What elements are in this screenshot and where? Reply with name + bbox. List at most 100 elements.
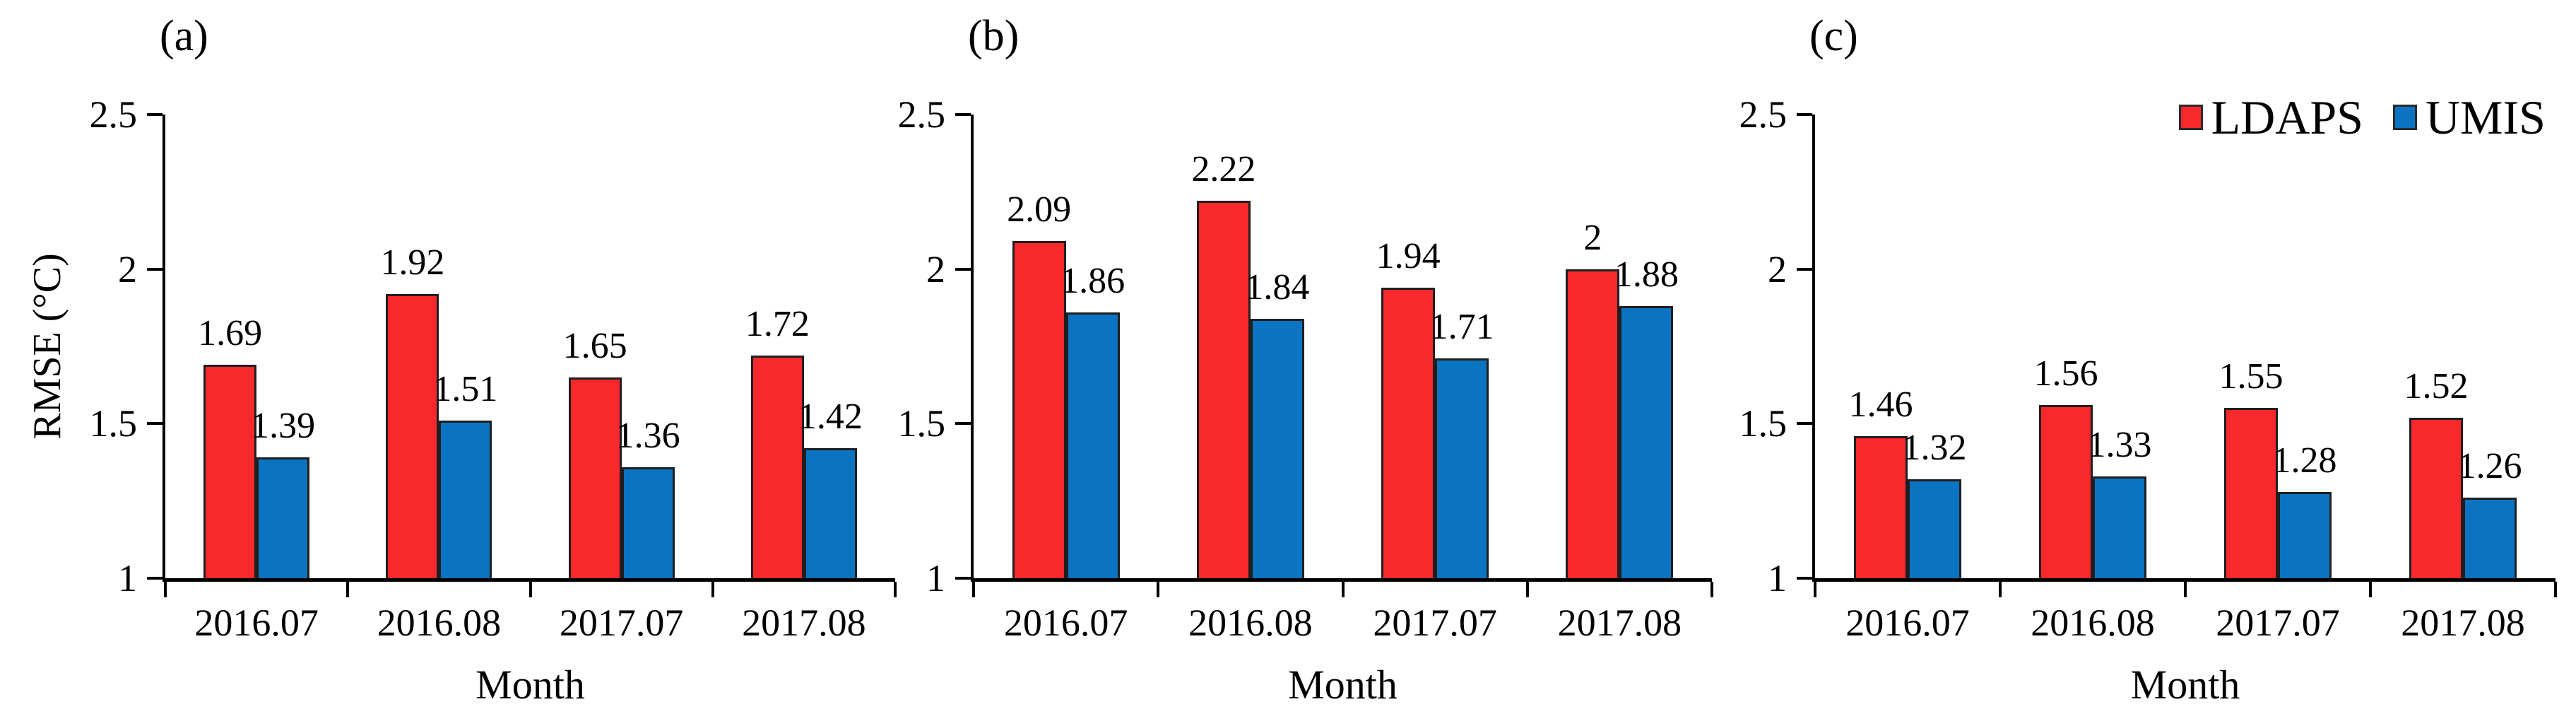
y-tick-label: 1: [1768, 557, 1787, 599]
y-tick-mark: [1797, 113, 1812, 116]
y-tick-label: 1.5: [897, 402, 946, 445]
x-tick-label: 2016.07: [1845, 602, 1970, 644]
legend-label: UMIS: [2425, 90, 2546, 144]
x-tick-label: 2017.08: [1557, 602, 1682, 644]
bar-value-label: 1.26: [2457, 446, 2522, 486]
x-tick-label: 2016.07: [1003, 602, 1128, 644]
x-tick-mark: [164, 582, 167, 597]
bar-umis-2017.08: [1619, 306, 1674, 578]
bar-value-label: 1.39: [251, 406, 316, 446]
bar-umis-2017.08: [803, 448, 857, 578]
x-tick-label: 2016.07: [194, 602, 319, 644]
y-tick-mark: [955, 422, 971, 426]
bar-value-label: 1.65: [562, 326, 627, 366]
bar-ldaps-2016.07: [1012, 241, 1066, 578]
x-tick-mark: [1814, 582, 1816, 597]
y-tick-label: 2.5: [897, 93, 946, 136]
x-axis-title: Month: [475, 662, 585, 708]
y-tick-label: 2.5: [89, 93, 138, 136]
x-tick-label: 2016.08: [377, 602, 502, 644]
x-axis-title: Month: [1288, 662, 1398, 708]
bar-value-label: 1.71: [1429, 307, 1494, 347]
x-tick-mark: [1525, 582, 1529, 597]
y-tick-mark: [955, 267, 971, 271]
x-axis-title: Month: [2130, 662, 2240, 708]
panel-c-label: (c): [1809, 12, 1858, 60]
bar-value-label: 1.32: [1902, 428, 1967, 468]
bar-value-label: 2.09: [1007, 189, 1072, 230]
x-tick-mark: [528, 582, 532, 597]
y-tick-label: 1: [926, 557, 945, 599]
bar-umis-2016.08: [439, 421, 492, 578]
bar-umis-2016.07: [1908, 479, 1961, 578]
bar-ldaps-2017.08: [750, 356, 804, 578]
x-tick-label: 2016.08: [1188, 602, 1313, 644]
y-tick-label: 1: [118, 557, 137, 599]
y-tick-label: 1.5: [89, 402, 138, 445]
y-tick-label: 2: [118, 247, 137, 291]
x-tick-label: 2017.07: [1373, 602, 1497, 644]
y-tick-mark: [147, 577, 163, 580]
bar-value-label: 1.56: [2033, 353, 2098, 394]
y-tick-mark: [1797, 422, 1812, 426]
y-tick-label: 1.5: [1739, 402, 1788, 445]
bar-ldaps-2016.07: [203, 365, 257, 578]
panel-a-label: (a): [160, 12, 208, 60]
x-tick-label: 2017.08: [742, 602, 866, 644]
bar-value-label: 2.22: [1191, 149, 1256, 189]
bar-value-label: 1.55: [2218, 356, 2283, 397]
bar-umis-2016.07: [1065, 312, 1120, 578]
bar-value-label: 2: [1583, 218, 1602, 258]
bar-umis-2016.07: [256, 457, 310, 578]
bar-umis-2017.07: [1435, 358, 1489, 578]
x-tick-mark: [711, 582, 714, 597]
x-tick-mark: [894, 582, 897, 597]
bar-value-label: 1.69: [198, 313, 263, 353]
y-tick-label: 2.5: [1739, 93, 1788, 136]
x-tick-mark: [1341, 582, 1345, 597]
y-tick-label: 2: [1768, 247, 1787, 291]
x-tick-label: 2017.07: [2216, 602, 2340, 644]
x-tick-mark: [346, 582, 350, 597]
panel-b-label: (b): [968, 12, 1020, 60]
bar-ldaps-2017.07: [2224, 408, 2278, 578]
x-tick-mark: [2369, 582, 2372, 597]
bar-value-label: 1.46: [1848, 385, 1913, 425]
legend-item-ldaps: LDAPS: [2178, 90, 2363, 144]
bar-ldaps-2016.07: [1854, 436, 1908, 578]
x-tick-label: 2016.08: [2031, 602, 2155, 644]
panel-a-plot: (a) RMSE (°C) 2.5 2 1.5 1 2016.07 1.69 1.39 2016.…: [25, 12, 897, 705]
bar-value-label: 1.36: [615, 416, 680, 456]
legend-item-umis: UMIS: [2392, 90, 2546, 144]
y-tick-mark: [147, 267, 163, 271]
bar-value-label: 1.94: [1376, 236, 1441, 276]
legend-label: LDAPS: [2211, 90, 2363, 144]
y-tick-mark: [955, 577, 971, 580]
bar-ldaps-2016.08: [386, 294, 439, 578]
y-tick-mark: [1797, 577, 1812, 580]
bar-ldaps-2016.08: [2039, 405, 2093, 578]
x-tick-mark: [972, 582, 975, 597]
x-tick-mark: [1711, 582, 1713, 597]
y-tick-mark: [147, 422, 163, 426]
y-tick-mark: [147, 113, 163, 116]
bar-ldaps-2017.08: [2409, 418, 2463, 578]
bar-ldaps-2016.08: [1196, 201, 1251, 578]
bar-umis-2017.07: [621, 467, 675, 578]
x-tick-label: 2017.08: [2401, 602, 2525, 644]
bar-ldaps-2017.08: [1566, 269, 1620, 578]
legend-swatch-umis: [2392, 105, 2417, 130]
bar-ldaps-2017.07: [1381, 288, 1436, 578]
bar-value-label: 1.51: [433, 369, 498, 409]
bar-value-label: 1.84: [1245, 267, 1310, 307]
bar-umis-2016.08: [2093, 476, 2146, 578]
x-tick-mark: [2554, 582, 2557, 597]
panel-b-plot: (b) 2.5 2 1.5 1 2016.07 2.09 1.86 2016.08 2.22 1.8…: [898, 12, 1713, 705]
bar-value-label: 1.52: [2404, 366, 2469, 406]
bar-umis-2017.08: [2463, 498, 2517, 578]
bar-value-label: 1.88: [1614, 254, 1679, 295]
x-tick-mark: [1999, 582, 2002, 597]
bar-value-label: 1.92: [380, 242, 445, 283]
x-tick-mark: [1157, 582, 1160, 597]
